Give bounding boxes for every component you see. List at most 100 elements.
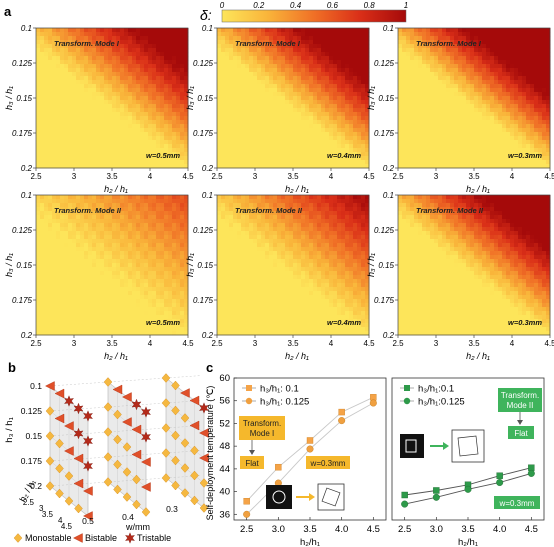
heatmap-cell	[534, 72, 539, 77]
heatmap-cell	[430, 88, 435, 93]
heatmap-cell	[486, 100, 491, 105]
heatmap-cell	[124, 255, 129, 260]
heatmap-cell	[44, 323, 49, 328]
heatmap-cell	[100, 271, 105, 276]
heatmap-cell	[44, 271, 49, 276]
heatmap-cell	[152, 72, 157, 77]
heatmap-cell	[321, 112, 326, 117]
heatmap-cell	[48, 331, 53, 336]
heatmap-cell	[112, 76, 117, 81]
heatmap-cell	[438, 76, 443, 81]
heatmap-cell	[506, 88, 511, 93]
heatmap-cell	[48, 76, 53, 81]
heatmap-cell	[152, 124, 157, 129]
heatmap-cell	[221, 104, 226, 109]
heatmap-cell	[325, 144, 330, 149]
heatmap-cell	[84, 263, 89, 268]
heatmap-cell	[44, 100, 49, 105]
heatmap-cell	[104, 156, 109, 161]
heatmap-cell	[176, 88, 181, 93]
heatmap-cell	[398, 44, 403, 49]
heatmap-cell	[128, 283, 133, 288]
heatmap-cell	[406, 52, 411, 57]
heatmap-cell	[172, 44, 177, 49]
heatmap-cell	[277, 112, 282, 117]
heatmap-cell	[100, 311, 105, 316]
heatmap-cell	[518, 100, 523, 105]
heatmap-cell	[470, 72, 475, 77]
heatmap-cell	[269, 156, 274, 161]
heatmap-cell	[301, 48, 306, 53]
heatmap-cell	[96, 148, 101, 153]
heatmap-cell	[518, 160, 523, 165]
heatmap-cell	[434, 140, 439, 145]
heatmap-cell	[68, 44, 73, 49]
heatmap-cell	[522, 28, 527, 33]
heatmap-cell	[116, 96, 121, 101]
heatmap-cell	[341, 84, 346, 89]
heatmap-cell	[108, 275, 113, 280]
heatmap-cell	[44, 247, 49, 252]
heatmap-cell	[265, 56, 270, 61]
heatmap-cell	[281, 96, 286, 101]
heatmap-cell	[418, 36, 423, 41]
heatmap-cell	[446, 112, 451, 117]
heatmap-cell	[116, 259, 121, 264]
heatmap-cell	[309, 100, 314, 105]
heatmap-cell	[486, 76, 491, 81]
heatmap-cell	[100, 44, 105, 49]
heatmap-cell	[112, 307, 117, 312]
heatmap-cell	[64, 303, 69, 308]
heatmap-cell	[120, 275, 125, 280]
heatmap-cell	[281, 92, 286, 97]
heatmap-cell	[36, 108, 41, 113]
heatmap-cell	[88, 279, 93, 284]
heatmap-cell	[68, 231, 73, 236]
heatmap-cell	[349, 40, 354, 45]
heatmap-cell	[305, 44, 310, 49]
heatmap-cell	[285, 96, 290, 101]
heatmap-cell	[80, 279, 85, 284]
heatmap-cell	[128, 108, 133, 113]
heatmap-cell	[44, 164, 49, 169]
heatmap-cell	[140, 68, 145, 73]
heatmap-cell	[301, 104, 306, 109]
heatmap-cell	[486, 124, 491, 129]
heatmap-cell	[426, 132, 431, 137]
heatmap-cell	[261, 32, 266, 37]
heatmap-cell	[418, 92, 423, 97]
heatmap-cell	[454, 76, 459, 81]
heatmap-cell	[337, 156, 342, 161]
heatmap-cell	[164, 132, 169, 137]
heatmap-cell	[434, 36, 439, 41]
heatmap-cell	[241, 40, 246, 45]
heatmap-cell	[410, 84, 415, 89]
heatmap-cell	[438, 32, 443, 37]
heatmap-cell	[56, 291, 61, 296]
heatmap-cell	[88, 199, 93, 204]
heatmap-cell	[514, 108, 519, 113]
heatmap-cell	[482, 100, 487, 105]
heatmap-cell	[534, 28, 539, 33]
heatmap-cell	[478, 132, 483, 137]
heatmap-cell	[357, 116, 362, 121]
heatmap-cell	[180, 152, 185, 157]
heatmap-cell	[534, 96, 539, 101]
heatmap-cell	[317, 68, 322, 73]
heatmap-cell	[68, 283, 73, 288]
heatmap-cell	[136, 283, 141, 288]
heatmap-cell	[52, 267, 57, 272]
heatmap-cell	[241, 116, 246, 121]
heatmap-cell	[221, 108, 226, 113]
heatmap-cell	[60, 199, 65, 204]
heatmap-cell	[518, 112, 523, 117]
heatmap-cell	[225, 56, 230, 61]
heatmap-cell	[478, 76, 483, 81]
heatmap-cell	[68, 156, 73, 161]
heatmap-cell	[104, 116, 109, 121]
heatmap-cell	[164, 80, 169, 85]
heatmap-cell	[132, 211, 137, 216]
heatmap-cell	[530, 120, 535, 125]
heatmap-cell	[104, 44, 109, 49]
heatmap-cell	[104, 48, 109, 53]
